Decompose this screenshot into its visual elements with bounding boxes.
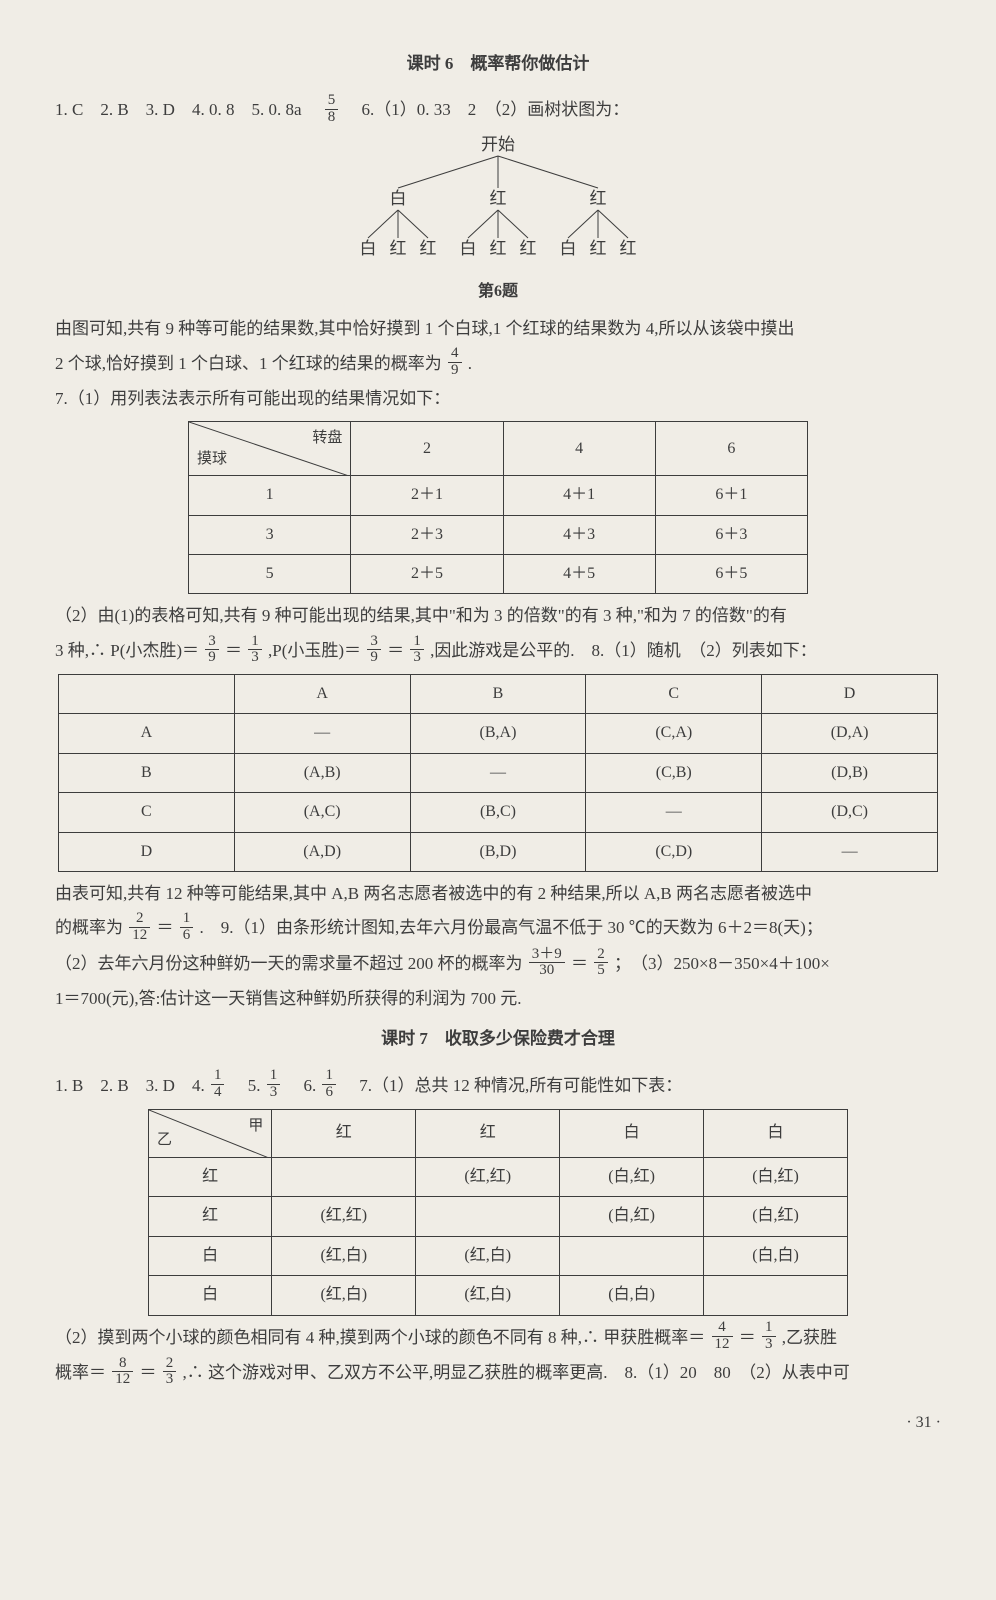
table-row: 白(红,白)(红,白)(白,白) [149, 1236, 848, 1275]
diag-top: 甲 [248, 1112, 263, 1141]
svg-text:白: 白 [390, 189, 407, 208]
diag-bot: 乙 [157, 1126, 172, 1155]
lesson6-answers: 1. C 2. B 3. D 4. 0. 8 5. 0. 8a 58 6.（1）… [55, 94, 941, 127]
table-q8: A B C D A—(B,A)(C,A)(D,A) B(A,B)—(C,B)(D… [58, 674, 938, 872]
table-row: 红(红,红)(白,红)(白,红) [149, 1157, 848, 1196]
frac-4-9: 49 [448, 346, 462, 379]
svg-text:红: 红 [490, 239, 507, 258]
q6-explain-b: 2 个球,恰好摸到 1 个白球、1 个红球的结果的概率为 49 . [55, 348, 941, 381]
table-row: A—(B,A)(C,A)(D,A) [59, 714, 938, 753]
ans6-text: 6.（1）0. 33 2 （2）画树状图为： [345, 100, 630, 119]
table-row: D(A,D)(B,D)(C,D)— [59, 832, 938, 871]
table-row: B(A,B)—(C,B)(D,B) [59, 753, 938, 792]
q6-explain-a: 由图可知,共有 9 种等可能的结果数,其中恰好摸到 1 个白球,1 个红球的结果… [55, 313, 941, 345]
ans5-frac: 58 [325, 93, 339, 126]
table-q7: 转盘 摸球 2 4 6 12＋14＋16＋1 32＋34＋36＋3 52＋54＋… [188, 421, 808, 594]
svg-text:白: 白 [560, 239, 577, 258]
q8a: 由表可知,共有 12 种等可能结果,其中 A,B 两名志愿者被选中的有 2 种结… [55, 878, 941, 910]
svg-text:红: 红 [490, 189, 507, 208]
table-row: 白(红,白)(红,白)(白,白) [149, 1276, 848, 1315]
table-row: C(A,C)(B,C)—(D,C) [59, 793, 938, 832]
lesson6-title: 课时 6 概率帮你做估计 [55, 48, 941, 80]
q9b: 1＝700(元),答:估计这一天销售这种鲜奶所获得的利润为 700 元. [55, 983, 941, 1015]
q9a: （2）去年六月份这种鲜奶一天的需求量不超过 200 杯的概率为 3＋930 ＝ … [55, 948, 941, 981]
tree-root: 开始 [481, 135, 515, 154]
q7-intro: 7.（1）用列表法表示所有可能出现的结果情况如下： [55, 383, 941, 415]
ans-1-5: 1. C 2. B 3. D 4. 0. 8 5. 0. 8a [55, 100, 319, 119]
tree-diagram: 开始 白 红 红 白 红 红 白 红 红 白 红 红 [55, 134, 941, 275]
lesson7-title: 课时 7 收取多少保险费才合理 [55, 1023, 941, 1055]
table-l7: 甲 乙 红 红 白 白 红(红,红)(白,红)(白,红) 红(红,红)(白,红)… [148, 1109, 848, 1316]
table-row: 12＋14＋16＋1 [189, 476, 808, 515]
page-number: · 31 · [55, 1408, 941, 1438]
svg-text:红: 红 [520, 239, 537, 258]
table-row: 红(红,红)(白,红)(白,红) [149, 1197, 848, 1236]
svg-text:白: 白 [460, 239, 477, 258]
table-row: 52＋54＋56＋5 [189, 555, 808, 594]
tree-caption: 第6题 [55, 277, 941, 307]
svg-text:红: 红 [590, 239, 607, 258]
diag-top: 转盘 [312, 424, 342, 453]
diag-bot: 摸球 [197, 445, 227, 474]
l7-p2a: （2）摸到两个小球的颜色相同有 4 种,摸到两个小球的颜色不同有 8 种,∴ 甲… [55, 1322, 941, 1355]
svg-text:红: 红 [390, 239, 407, 258]
q8b: 的概率为 212 ＝ 16 . 9.（1）由条形统计图知,去年六月份最高气温不低… [55, 912, 941, 945]
svg-text:红: 红 [590, 189, 607, 208]
q7-2b: 3 种,∴ P(小杰胜)＝ 39 ＝ 13 ,P(小玉胜)＝ 39 ＝ 13 ,… [55, 635, 941, 668]
lesson7-line1: 1. B 2. B 3. D 4. 14 5. 13 6. 16 7.（1）总共… [55, 1070, 941, 1103]
svg-text:白: 白 [360, 239, 377, 258]
q7-2a: （2）由(1)的表格可知,共有 9 种可能出现的结果,其中"和为 3 的倍数"的… [55, 600, 941, 632]
svg-text:红: 红 [420, 239, 437, 258]
l7-p2b: 概率＝ 812 ＝ 23 ,∴ 这个游戏对甲、乙双方不公平,明显乙获胜的概率更高… [55, 1357, 941, 1390]
table-row: 32＋34＋36＋3 [189, 515, 808, 554]
svg-text:红: 红 [620, 239, 637, 258]
